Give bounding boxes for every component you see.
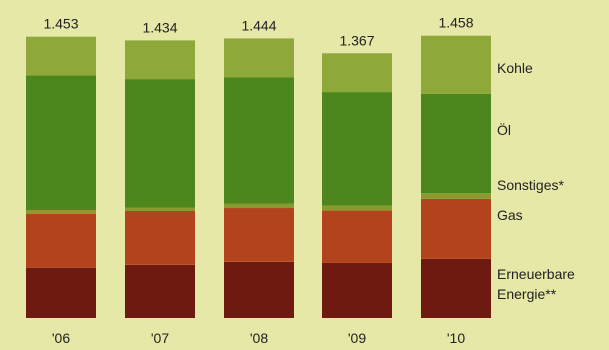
- bar-segment-1-4: [125, 40, 195, 80]
- bar-segment-0-0: [26, 267, 96, 318]
- total-label: 1.453: [43, 16, 78, 32]
- legend-label-kohle: Kohle: [497, 60, 533, 76]
- bar-segment-2-3: [224, 77, 294, 204]
- bar-segment-3-3: [322, 92, 392, 206]
- total-label: 1.444: [241, 17, 276, 33]
- bar-segment-2-1: [224, 208, 294, 262]
- bar-segment-4-1: [421, 198, 491, 259]
- bar-segment-0-1: [26, 213, 96, 268]
- bar-segment-3-2: [322, 205, 392, 211]
- total-label: 1.434: [142, 19, 177, 35]
- legend-label-oel: Öl: [497, 121, 511, 138]
- legend-label-sonstiges: Sonstiges*: [497, 177, 564, 193]
- bar-segment-1-3: [125, 79, 195, 208]
- x-tick-label: '09: [348, 330, 366, 346]
- x-tick-label: '08: [250, 330, 268, 346]
- bar-segment-0-3: [26, 75, 96, 211]
- bars-group: [26, 35, 491, 318]
- bar-segment-4-0: [421, 259, 491, 318]
- total-label: 1.367: [339, 32, 374, 48]
- total-labels-group: 1.453 1.434 1.444 1.367 1.458: [43, 15, 473, 49]
- bar-segment-4-4: [421, 35, 491, 94]
- bar-segment-2-0: [224, 261, 294, 318]
- bar-segment-1-1: [125, 210, 195, 265]
- legend-label-energie: Energie**: [497, 286, 557, 302]
- x-tick-labels-group: '06 '07 '08 '09 '10: [52, 330, 465, 346]
- x-tick-label: '06: [52, 330, 70, 346]
- x-tick-label: '10: [447, 330, 465, 346]
- bar-segment-4-3: [421, 93, 491, 194]
- total-label: 1.458: [438, 15, 473, 31]
- legend: Kohle Öl Sonstiges* Gas Erneuerbare Ener…: [497, 60, 575, 302]
- bar-segment-3-0: [322, 262, 392, 318]
- bar-segment-0-2: [26, 210, 96, 214]
- x-tick-label: '07: [151, 330, 169, 346]
- bar-segment-1-2: [125, 207, 195, 211]
- bar-segment-0-4: [26, 36, 96, 76]
- bar-segment-3-1: [322, 210, 392, 263]
- bar-segment-4-2: [421, 193, 491, 199]
- bar-segment-1-0: [125, 264, 195, 318]
- bar-segment-2-4: [224, 38, 294, 78]
- bar-segment-2-2: [224, 203, 294, 209]
- legend-label-gas: Gas: [497, 207, 523, 223]
- bar-segment-3-4: [322, 53, 392, 92]
- legend-label-erneuerbare: Erneuerbare: [497, 266, 575, 282]
